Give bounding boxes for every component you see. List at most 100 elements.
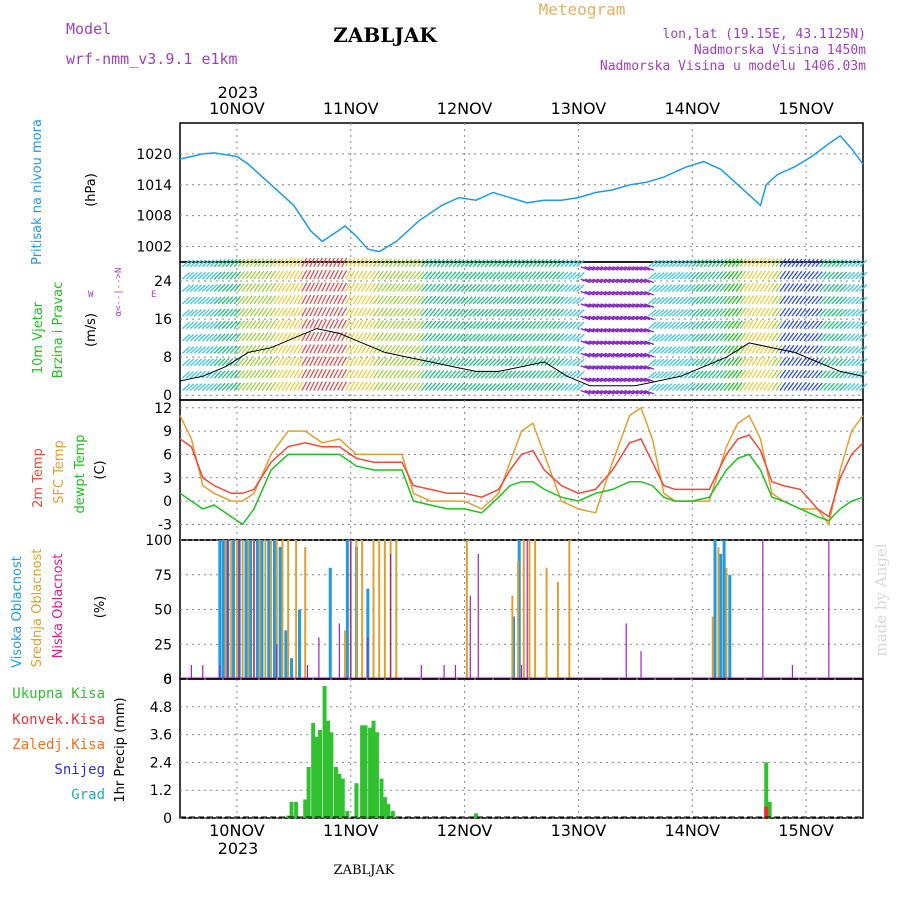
wind-barb: [568, 321, 577, 330]
total-precip-bar: [379, 778, 384, 818]
wind-barb: [257, 295, 265, 305]
wind-barb: [556, 382, 565, 391]
wind-barb: [576, 346, 585, 354]
wind-barb: [524, 382, 533, 391]
wind-barb: [775, 270, 783, 280]
wind-barb: [827, 258, 835, 268]
wind-barb: [691, 283, 700, 292]
high-cloud-bar: [728, 574, 732, 679]
wind-barb: [297, 257, 304, 268]
date-label: 11NOV: [323, 99, 379, 118]
wind-barb: [612, 278, 623, 284]
wind-barb: [361, 270, 368, 280]
wind-barb: [524, 296, 533, 305]
wind-barb: [640, 365, 651, 370]
wind-barb: [368, 319, 376, 329]
wind-barb: [440, 345, 449, 354]
wind-barb: [636, 303, 647, 308]
wind-barb: [636, 290, 647, 296]
wind-barb: [536, 333, 544, 342]
wind-barb: [380, 357, 388, 367]
wind-barb: [440, 382, 449, 391]
wind-barb: [839, 358, 848, 367]
wind-barb: [552, 259, 561, 268]
wind-barb: [313, 344, 319, 354]
wind-barb: [221, 382, 230, 391]
wind-barb: [321, 368, 327, 379]
wind-barb: [715, 295, 724, 305]
wind-barb: [763, 295, 771, 305]
wind-barb: [803, 258, 811, 268]
wind-barb: [317, 319, 323, 329]
wind-barb: [552, 271, 561, 280]
wind-barb: [400, 345, 409, 354]
wind-barb: [620, 290, 631, 296]
wind-barb: [683, 296, 692, 305]
wind-barb: [576, 383, 585, 391]
wind-barb: [755, 319, 763, 329]
y-tick-label: 1014: [136, 178, 172, 194]
wind-barb: [719, 332, 728, 342]
wind-barb: [616, 340, 627, 346]
wind-barb: [707, 296, 716, 305]
wind-barb: [671, 358, 681, 367]
wind-barb: [376, 295, 384, 305]
svg-text:α<--|-->N: α<--|-->N: [114, 268, 124, 317]
date-label: 13NOV: [551, 821, 607, 840]
wind-barb: [580, 266, 591, 271]
model-elevation-label: Nadmorska Visina u modelu 1406.03m: [600, 59, 866, 74]
wind-barb: [229, 370, 238, 379]
wind-barb: [512, 382, 521, 391]
wind-barb: [257, 382, 265, 391]
wind-barb: [612, 340, 623, 346]
wind-barb: [273, 295, 281, 305]
wind-barb: [751, 282, 759, 292]
wind-barb: [616, 303, 627, 308]
wind-barb: [516, 308, 525, 317]
wind-barb: [779, 295, 787, 305]
wind-barb: [345, 319, 352, 329]
wind-barb: [185, 321, 195, 330]
wind-barb: [448, 308, 457, 317]
wind-barb: [293, 381, 300, 391]
wind-barb: [572, 383, 581, 391]
wind-barb: [245, 283, 253, 292]
wind-barb: [600, 365, 611, 370]
wind-barb: [651, 346, 661, 354]
wind-barb: [640, 290, 651, 296]
wind-barb: [608, 365, 619, 370]
wind-barb: [492, 358, 501, 367]
wind-barb: [372, 381, 380, 391]
wind-barb: [811, 320, 819, 330]
wind-barb: [799, 345, 807, 354]
wind-barb: [568, 358, 577, 367]
wind-barb: [380, 258, 388, 268]
wind-barb: [273, 357, 281, 367]
wind-barb: [855, 321, 864, 330]
wind-barb: [297, 282, 304, 292]
wind-barb: [333, 270, 340, 280]
wind-barb: [424, 283, 433, 292]
wind-barb: [456, 320, 465, 330]
wind-barb: [835, 259, 844, 268]
wind-barb: [604, 389, 615, 395]
wind-barb: [368, 344, 376, 354]
wind-barb: [392, 357, 401, 367]
wind-barb: [333, 381, 340, 391]
compass-w: W: [88, 290, 94, 300]
wind-barb: [723, 308, 731, 317]
wind-barb: [496, 382, 505, 391]
wind-barb: [803, 369, 811, 379]
wind-barb: [365, 381, 372, 391]
wind-barb: [504, 333, 513, 342]
wind-barb: [759, 357, 767, 367]
wind-barb: [775, 320, 783, 329]
wind-barb: [572, 284, 581, 292]
top-date-axis: 10NOV 11NOV 12NOV 13NOV 14NOV 15NOV: [209, 99, 834, 118]
wind-barb: [759, 270, 767, 280]
wind-barb: [560, 321, 569, 330]
wind-barb: [715, 271, 724, 280]
wind-barb: [644, 303, 655, 308]
wind-barb: [205, 333, 214, 342]
wind-barb: [516, 370, 525, 379]
